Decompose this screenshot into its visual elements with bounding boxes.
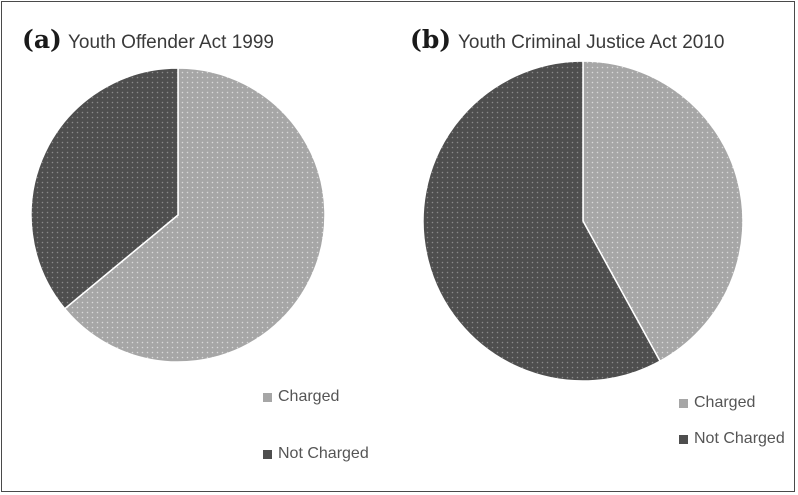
legend-b-not-charged: Not Charged — [679, 431, 785, 447]
legend-a-not-charged-label: Not Charged — [278, 445, 369, 462]
legend-b-not-charged-label: Not Charged — [694, 430, 785, 447]
pie-slice-not-charged — [30, 67, 179, 310]
legend-a-charged-swatch — [263, 392, 272, 402]
legend-a-charged-label: Charged — [278, 388, 340, 405]
legend-a-not-charged-swatch — [263, 449, 272, 459]
pie-slice-charged — [63, 67, 326, 363]
pie-a — [30, 67, 326, 363]
legend-a-not-charged: Not Charged — [263, 446, 369, 462]
panel-b-title: Youth Criminal Justice Act 2010 — [458, 32, 725, 53]
pie-slice-charged — [582, 60, 744, 363]
pie-slice-not-charged — [422, 60, 662, 382]
legend-b-not-charged-swatch — [679, 434, 688, 444]
legend-a-charged: Charged — [263, 389, 339, 405]
legend-b-charged: Charged — [679, 395, 755, 411]
panel-a-letter: (a) — [22, 25, 62, 54]
legend-b-charged-swatch — [679, 398, 688, 408]
panel-b-letter: (b) — [410, 25, 452, 54]
pie-b — [422, 60, 744, 382]
panel-a-title: Youth Offender Act 1999 — [68, 32, 275, 53]
legend-b-charged-label: Charged — [694, 394, 756, 411]
